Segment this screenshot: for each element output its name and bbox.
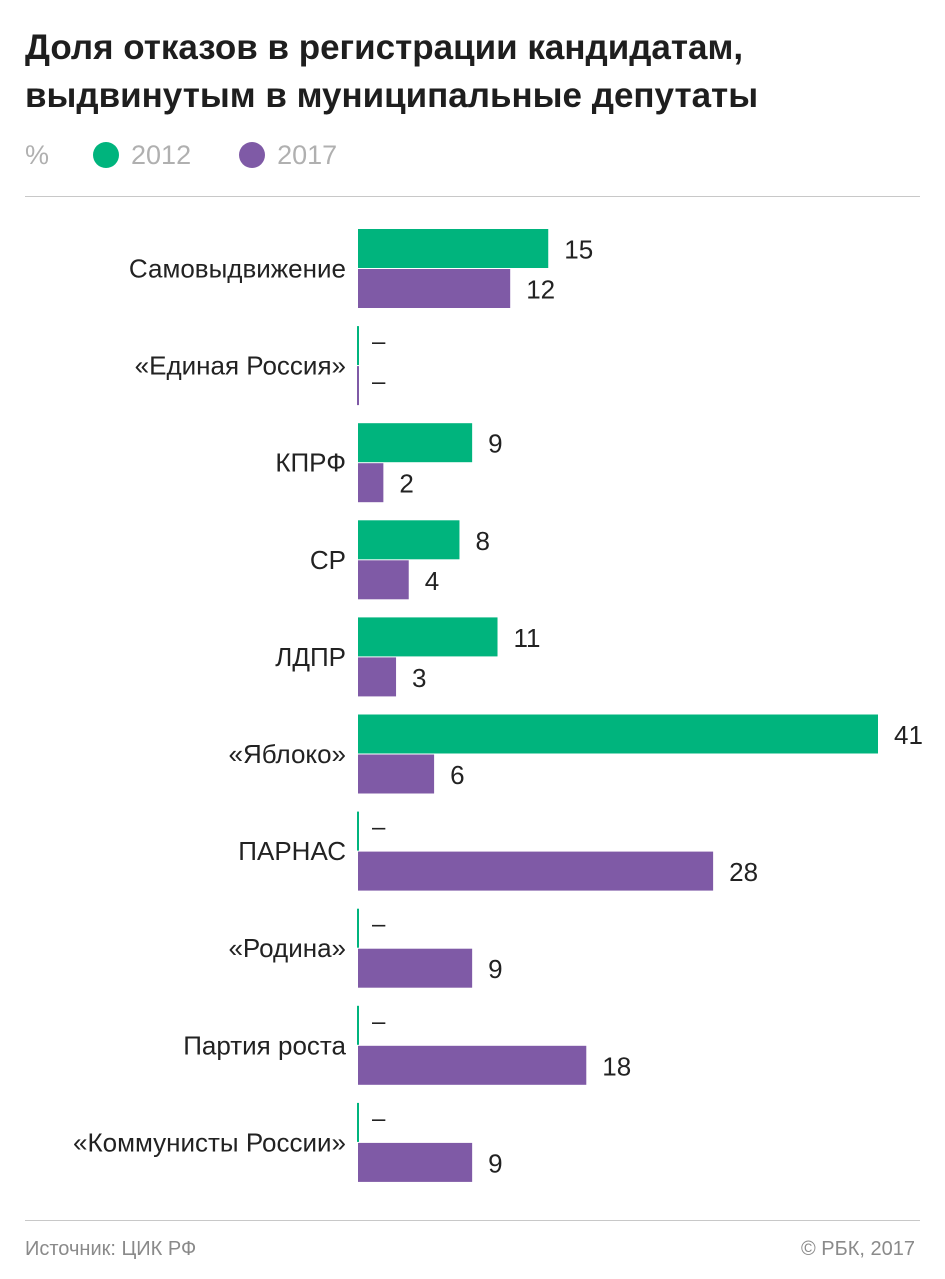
- bar-2017: [358, 657, 397, 697]
- value-label-2012: 11: [514, 623, 541, 653]
- category-label: Партия роста: [183, 1030, 346, 1060]
- value-label-2012: –: [372, 329, 386, 356]
- unit-label: %: [25, 139, 50, 170]
- bar-2017: [358, 560, 409, 600]
- category-label: «Коммунисты России»: [73, 1127, 346, 1157]
- legend-dot-2012: [93, 142, 120, 168]
- bar-2012: [358, 423, 473, 463]
- chart-title: Доля отказов в регистрации кандидатам, в…: [25, 28, 759, 115]
- bar-missing-2017: [357, 366, 359, 406]
- top-divider: [25, 196, 920, 197]
- value-label-2012: 8: [475, 526, 489, 556]
- legend-item-2012: 2012: [93, 140, 191, 171]
- value-label-2012: –: [372, 1008, 386, 1035]
- value-label-2017: 12: [526, 275, 555, 305]
- value-label-2017: 28: [729, 857, 758, 887]
- bar-2012: [358, 520, 460, 560]
- source-note: Источник: ЦИК РФ: [25, 1238, 197, 1260]
- bar-2012: [358, 617, 498, 657]
- category-label: «Родина»: [228, 933, 346, 963]
- bar-missing-2012: [357, 326, 359, 366]
- value-label-2017: –: [372, 369, 386, 396]
- legend: % 2012 2017: [25, 135, 385, 175]
- bar-2017: [358, 1045, 587, 1085]
- category-label: «Единая Россия»: [135, 351, 346, 381]
- legend-label-2017: 2017: [277, 139, 338, 170]
- bar-missing-2012: [357, 1005, 359, 1045]
- bar-missing-2012: [357, 1102, 359, 1142]
- value-label-2017: 9: [488, 954, 502, 984]
- category-label: Самовыдвижение: [129, 254, 346, 284]
- bar-2012: [358, 714, 878, 754]
- value-label-2017: 6: [450, 760, 464, 790]
- value-label-2012: 15: [564, 235, 593, 265]
- category-label: СР: [310, 545, 346, 575]
- value-label-2017: 9: [488, 1148, 502, 1178]
- value-label-2012: –: [372, 1105, 386, 1132]
- bar-2012: [358, 229, 549, 268]
- value-label-2012: 9: [488, 429, 502, 459]
- copyright-note: © РБК, 2017: [800, 1238, 915, 1260]
- value-label-2017: 2: [399, 469, 413, 499]
- bar-2017: [358, 1142, 473, 1182]
- value-label-2012: –: [372, 911, 386, 938]
- category-label: ПАРНАС: [238, 836, 346, 866]
- value-label-2017: 4: [425, 566, 439, 596]
- bar-2017: [358, 851, 714, 891]
- value-label-2017: 3: [412, 663, 426, 693]
- value-label-2017: 18: [602, 1051, 631, 1081]
- bar-2017: [358, 269, 511, 308]
- bar-missing-2012: [357, 811, 359, 851]
- bar-2017: [358, 948, 473, 988]
- legend-item-2017: 2017: [239, 140, 337, 171]
- value-label-2012: 41: [894, 720, 923, 750]
- bar-2017: [358, 463, 384, 503]
- category-label: «Яблоко»: [229, 739, 346, 769]
- category-label: КПРФ: [275, 448, 346, 478]
- bottom-divider: [25, 1220, 920, 1221]
- bar-2017: [358, 754, 435, 794]
- bar-missing-2012: [357, 908, 359, 948]
- legend-dot-2017: [239, 142, 266, 168]
- value-label-2012: –: [372, 814, 386, 841]
- legend-label-2012: 2012: [131, 139, 192, 170]
- category-label: ЛДПР: [275, 642, 346, 672]
